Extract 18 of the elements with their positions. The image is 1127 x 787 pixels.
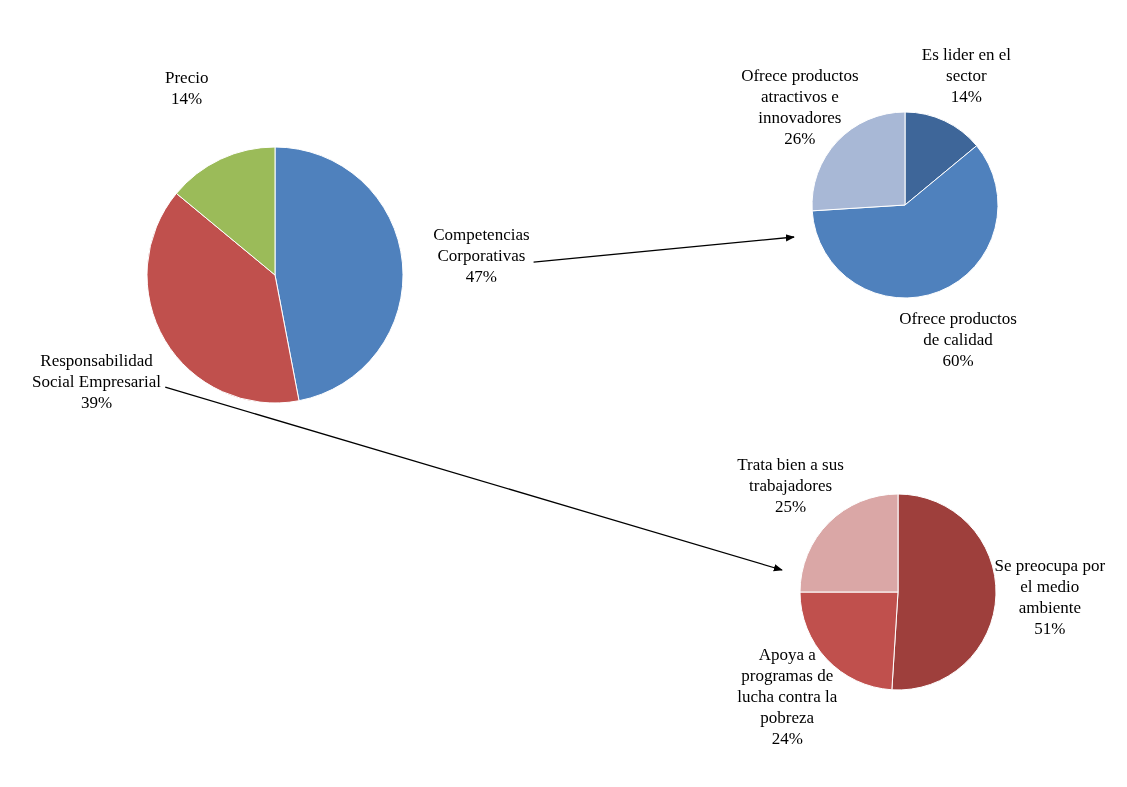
data-label: 26%: [784, 128, 816, 148]
slice-label: Precio: [164, 67, 209, 87]
slice-label: Es lider en el sector: [921, 44, 1012, 85]
data-label: 24%: [771, 728, 803, 748]
slice-label: Se preocupa por el medio ambiente: [994, 556, 1106, 618]
data-label: 47%: [465, 267, 498, 287]
data-label: 51%: [1034, 619, 1066, 639]
data-label: 14%: [171, 88, 203, 108]
slice-label: Trata bien a sus trabajadores: [737, 454, 844, 495]
slice-label: Ofrece productos atractivos e innovadores: [741, 65, 859, 127]
slice-label: Responsabilidad Social Empresarial: [32, 350, 162, 391]
slice-label: Competencias Corporativas: [433, 225, 530, 266]
data-label: 25%: [775, 496, 807, 516]
slice-label: Apoya a programas de lucha contra la pobreza: [737, 644, 838, 727]
data-label: 14%: [950, 86, 982, 106]
data-label: 60%: [942, 351, 974, 371]
data-label: 39%: [80, 392, 113, 412]
slice-label: Ofrece productos de calidad: [899, 309, 1017, 350]
